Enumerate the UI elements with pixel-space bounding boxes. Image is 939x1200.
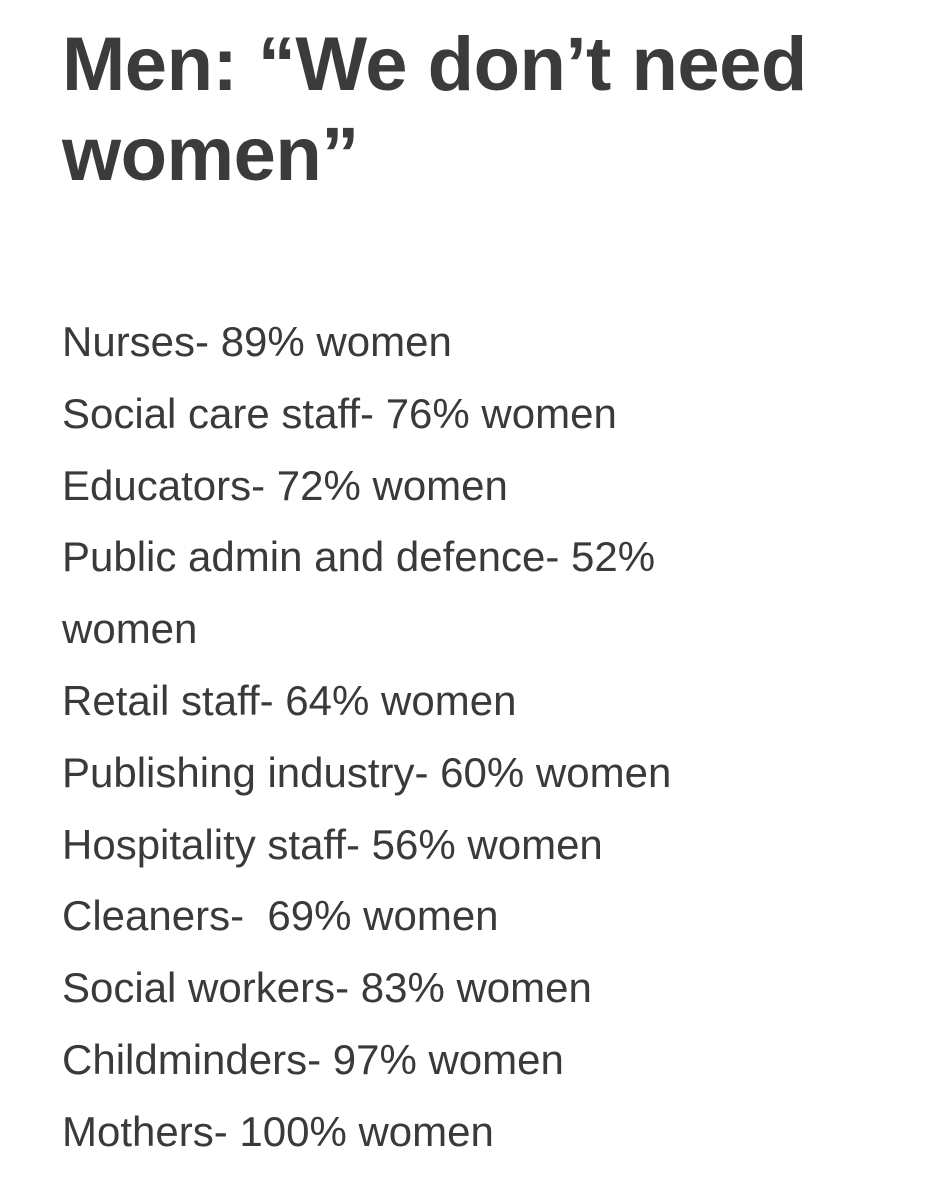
list-line-public-admin: Public admin and defence- 52% bbox=[62, 533, 656, 581]
list-line-retail-staff: Retail staff- 64% women bbox=[62, 676, 517, 724]
list-line-social-workers: Social workers- 83% women bbox=[62, 964, 592, 1012]
occupation-list: Nurses- 89% women Social care staff- 76%… bbox=[62, 306, 922, 1168]
list-line-public-admin-continued: women bbox=[62, 605, 198, 653]
list-line-educators: Educators- 72% women bbox=[62, 461, 508, 509]
list-line-hospitality-staff: Hospitality staff- 56% women bbox=[62, 820, 603, 868]
list-line-childminders: Childminders- 97% women bbox=[62, 1035, 564, 1083]
note-body: Men: “We don’t need women” Nurses- 89% w… bbox=[62, 0, 922, 1155]
note-title: Men: “We don’t need women” bbox=[62, 0, 922, 200]
list-line-publishing-industry: Publishing industry- 60% women bbox=[62, 748, 672, 796]
list-line-mothers: Mothers- 100% women bbox=[62, 1107, 494, 1155]
list-line-cleaners: Cleaners- 69% women bbox=[62, 892, 499, 940]
list-line-social-care-staff: Social care staff- 76% women bbox=[62, 389, 617, 437]
list-line-nurses: Nurses- 89% women bbox=[62, 318, 452, 365]
note-title-line-2: women” bbox=[62, 112, 359, 197]
note-title-line-1: Men: “We don’t need bbox=[62, 22, 807, 107]
